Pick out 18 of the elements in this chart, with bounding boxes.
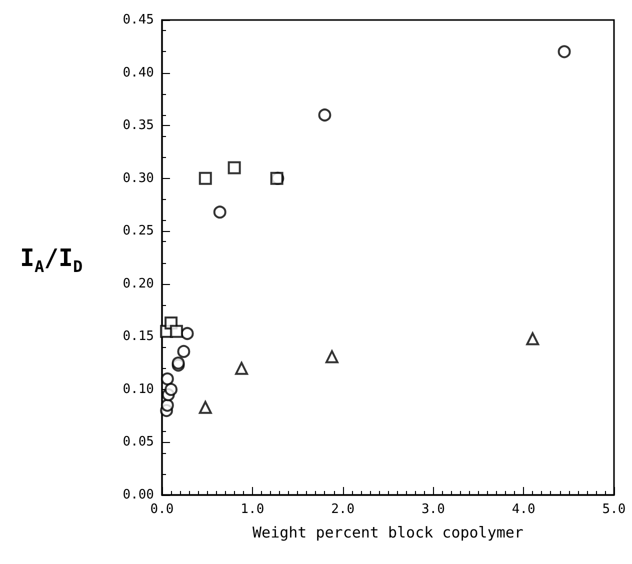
y-axis-title: I$_{A}$/I$_{D}$ [20, 244, 83, 276]
y-tick-label: 0.05 [122, 434, 154, 450]
x-tick-label: 1.0 [240, 502, 264, 517]
x-tick-label: 5.0 [602, 502, 626, 517]
x-tick-label: 3.0 [421, 502, 445, 517]
y-tick-label: 0.30 [122, 170, 154, 186]
y-tick-label: 0.35 [122, 118, 154, 134]
y-tick-label: 0.10 [122, 382, 154, 397]
y-tick-label: 0.15 [122, 329, 154, 344]
y-tick-label: 0.40 [122, 65, 154, 80]
y-tick-label: 0.45 [122, 12, 154, 28]
y-tick-label: 0.25 [122, 224, 154, 239]
x-axis-title: Weight percent block copolymer [252, 524, 524, 542]
y-tick-label: 0.20 [122, 276, 154, 292]
x-tick-label: 0.0 [150, 502, 174, 517]
x-tick-label: 4.0 [512, 502, 536, 517]
y-tick-label: 0.00 [122, 488, 154, 502]
x-tick-label: 2.0 [331, 502, 355, 517]
